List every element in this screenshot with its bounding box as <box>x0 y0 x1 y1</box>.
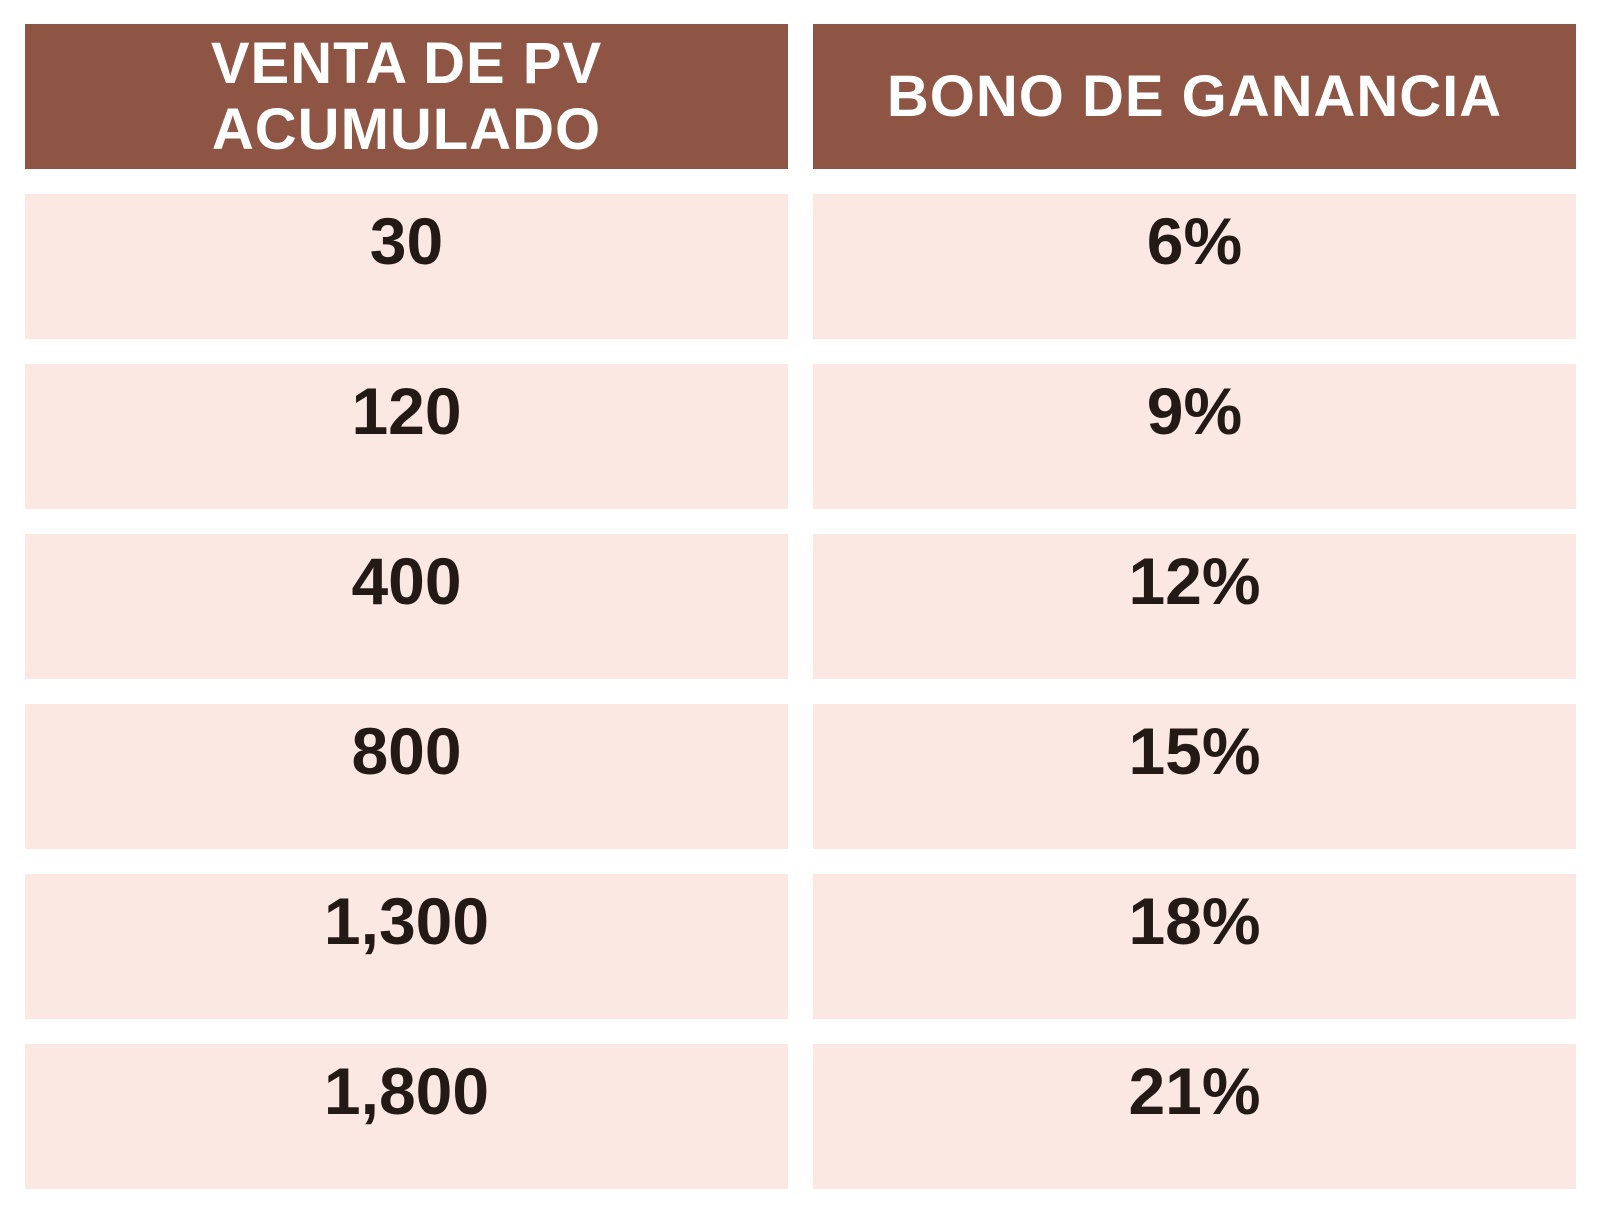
pv-cell: 30 <box>25 194 788 339</box>
table-row: 120 9% <box>25 364 1576 509</box>
bono-cell: 15% <box>813 704 1576 849</box>
header-venta-pv-line2: ACUMULADO <box>211 96 602 162</box>
pv-cell: 120 <box>25 364 788 509</box>
header-bono-ganancia: BONO DE GANANCIA <box>813 24 1576 169</box>
bonus-table: VENTA DE PV ACUMULADO BONO DE GANANCIA 3… <box>25 24 1576 1189</box>
pv-cell: 1,800 <box>25 1044 788 1189</box>
bono-cell: 6% <box>813 194 1576 339</box>
bono-cell: 12% <box>813 534 1576 679</box>
bono-cell: 9% <box>813 364 1576 509</box>
pv-cell: 400 <box>25 534 788 679</box>
table-row: 400 12% <box>25 534 1576 679</box>
table-row: 30 6% <box>25 194 1576 339</box>
header-venta-pv: VENTA DE PV ACUMULADO <box>25 24 788 169</box>
table-row: 1,300 18% <box>25 874 1576 1019</box>
bono-cell: 21% <box>813 1044 1576 1189</box>
pv-cell: 1,300 <box>25 874 788 1019</box>
pv-cell: 800 <box>25 704 788 849</box>
table-row: 800 15% <box>25 704 1576 849</box>
header-venta-pv-line1: VENTA DE PV <box>210 30 603 96</box>
bono-cell: 18% <box>813 874 1576 1019</box>
header-row: VENTA DE PV ACUMULADO BONO DE GANANCIA <box>25 24 1576 169</box>
table-row: 1,800 21% <box>25 1044 1576 1189</box>
header-bono-ganancia-label: BONO DE GANANCIA <box>886 63 1503 129</box>
